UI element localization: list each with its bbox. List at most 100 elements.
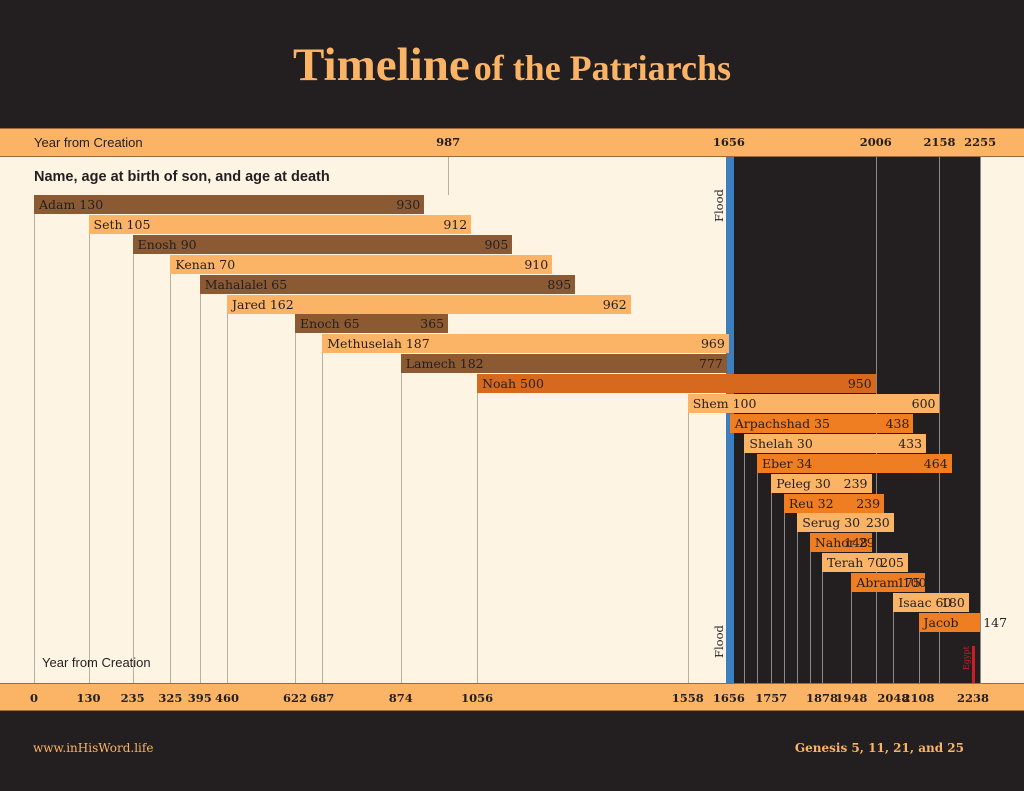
birth-gridline [199,293,201,683]
birth-gridline [756,472,758,683]
birth-gridline [322,353,324,683]
death-age-label: 600 [911,396,936,411]
bottom-axis-tick: 460 [215,691,240,705]
egypt-label: Egypt [962,646,972,670]
patriarch-label: Eber 34 [761,455,813,471]
death-age-label: 365 [420,316,445,332]
patriarch-label: Isaac 60 [898,595,952,610]
death-age-label: 148 [844,535,868,551]
patriarch-bar-jacob: Jacob [918,612,981,632]
patriarch-bar-enoch: Enoch 65 365 [294,314,449,334]
bottom-axis-tick: 2238 [957,691,990,705]
death-age-label: 433 [898,435,923,451]
patriarch-bar-peleg: Peleg 30 239 [771,473,872,493]
top-gridline [448,157,450,195]
patriarch-label: Seth 105 [93,216,151,232]
bottom-axis-tick: 622 [282,691,307,705]
bottom-axis-label: Year from Creation [42,655,151,670]
scripture-reference: Genesis 5, 11, 21, and 25 [794,741,964,755]
patriarch-bar-serug: Serug 30 230 [797,513,894,533]
patriarch-bar-enosh: Enosh 90 905 [132,234,513,254]
patriarch-label: Lamech 182 [405,356,484,372]
chart-subtitle: Name, age at birth of son, and age at de… [34,169,330,185]
bottom-axis-tick: 1056 [461,691,494,705]
death-age-label: 969 [700,336,725,352]
birth-gridline [809,552,811,683]
death-age-label: 438 [885,415,910,431]
death-age-label: 930 [396,197,421,212]
death-age-label: 912 [443,216,468,232]
birth-gridline [687,413,689,683]
death-age-label: 464 [923,455,948,471]
patriarch-label: Nahor 29 [814,535,875,551]
patriarch-label: Enoch 65 [299,316,360,332]
death-age-label: 895 [547,276,572,292]
bottom-axis-tick: 395 [187,691,212,705]
death-age-label: 950 [847,376,872,392]
bottom-axis-tick: 325 [158,691,183,705]
patriarch-label: Terah 70 [827,555,884,571]
birth-gridline [893,612,895,683]
patriarch-label: Peleg 30 [776,475,831,491]
birth-gridline [88,233,90,683]
chart-title: Timeline of the Patriarchs [0,38,1024,92]
title-rest: of the Patriarchs [473,48,731,88]
birth-gridline [783,512,785,683]
bottom-axis-tick: 1558 [671,691,704,705]
patriarch-label: Enosh 90 [137,236,197,252]
top-gridline [939,157,941,683]
birth-gridline [918,631,920,683]
death-age-label: 239 [843,475,868,491]
death-age-label: 147 [983,614,1008,630]
title-main: Timeline [293,39,470,91]
birth-gridline [132,253,134,683]
bottom-axis-tick: 1948 [835,691,868,705]
patriarch-label: Abram 100 [856,575,927,591]
death-age-label: 205 [880,555,905,571]
flood-label-top: Flood [711,189,726,222]
bottom-axis-tick: 1878 [805,691,839,705]
birth-gridline [227,313,229,683]
top-axis-label: Year from Creation [34,135,143,150]
birth-gridline [744,452,746,683]
patriarch-bar-shelah: Shelah 30 433 [744,433,927,453]
patriarch-bar-adam: Adam 130 930 [34,195,425,214]
patriarch-bar-noah: Noah 500 950 [477,374,876,394]
birth-gridline [170,273,172,683]
bottom-axis-tick: 1656 [712,691,745,705]
death-age-label: 239 [856,495,881,511]
death-age-label: 910 [524,256,549,272]
patriarch-bar-seth: Seth 105 912 [88,214,472,234]
website-link[interactable]: www.inHisWord.life [33,741,154,755]
bottom-axis-tick: 1757 [755,691,788,705]
patriarch-label: Mahalalel 65 [204,276,288,292]
top-axis-tick: 2006 [859,135,892,149]
patriarch-bar-reu: Reu 32 239 [783,493,885,513]
patriarch-bar-terah: Terah 70 205 [822,553,909,573]
death-age-label: 230 [865,515,890,531]
bottom-axis-tick: 2108 [902,691,935,705]
patriarch-bar-isaac: Isaac 60 180 [893,593,969,612]
patriarch-bar-kenan: Kenan 70 910 [170,254,553,274]
patriarch-bar-lamech: Lamech 182 777 [400,354,727,374]
birth-gridline [797,532,799,683]
patriarch-bar-shem: Shem 100 600 [687,394,940,413]
patriarch-label: Jared 162 [232,296,294,312]
patriarch-label: Shelah 30 [749,435,813,451]
bottom-axis-tick: 2048 [877,691,910,705]
death-age-label: 777 [698,356,723,372]
birth-gridline [851,592,853,683]
patriarch-label: Serug 30 [802,515,861,531]
patriarch-bar-eber: Eber 34 464 [756,453,952,473]
top-axis: Year from Creation 987 1656 2006 2158 2255 [0,128,1024,157]
bottom-axis-tick: 874 [388,691,413,705]
bottom-axis-tick: 687 [310,691,335,705]
patriarch-label: Kenan 70 [175,256,236,272]
top-axis-tick: 2158 [923,135,956,149]
birth-gridline [822,572,823,683]
patriarch-label: Methuselah 187 [327,336,430,352]
top-gridline [980,157,982,683]
patriarch-label: Reu 32 [788,495,834,511]
patriarch-bar-methuselah: Methuselah 187 969 [322,334,729,354]
top-axis-tick: 1656 [712,135,745,149]
